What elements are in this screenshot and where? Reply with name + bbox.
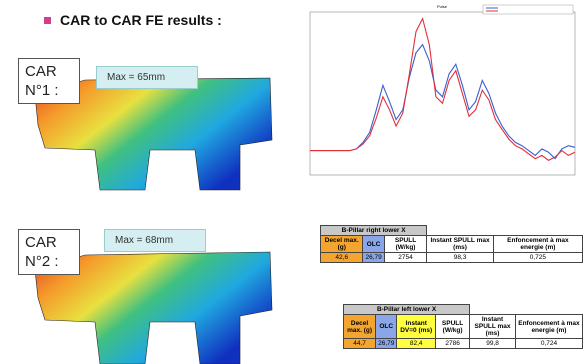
hd: OLC bbox=[376, 315, 397, 339]
hd: SPULL (W/kg) bbox=[436, 315, 470, 339]
hd: Enfoncement à max energie (m) bbox=[515, 315, 582, 339]
max-label: Max = 68mm bbox=[104, 229, 206, 252]
ttl: B-Pillar left lower X bbox=[344, 305, 470, 315]
cell: 0,724 bbox=[515, 339, 582, 349]
car-label: CAR N°2 : bbox=[18, 229, 80, 275]
max-label: Max = 65mm bbox=[96, 66, 198, 89]
cell: 44,7 bbox=[344, 339, 376, 349]
cell: 2754 bbox=[384, 253, 427, 263]
hd: OLC bbox=[363, 236, 384, 253]
ttl: B-Pillar right lower X bbox=[321, 226, 427, 236]
cell: 26,79 bbox=[376, 339, 397, 349]
fe-images bbox=[0, 0, 300, 364]
hd: Instant SPULL max (ms) bbox=[427, 236, 494, 253]
hd: Instant DV=0 (ms) bbox=[397, 315, 436, 339]
chart: Pulse bbox=[298, 2, 583, 190]
hd: Enfoncement à max energie (m) bbox=[493, 236, 582, 253]
hd: Decel max. (g) bbox=[344, 315, 376, 339]
cell: 98,3 bbox=[427, 253, 494, 263]
cell: 0,725 bbox=[493, 253, 582, 263]
hd: SPULL (W/kg) bbox=[384, 236, 427, 253]
row: B-Pillar left lower X bbox=[344, 305, 583, 315]
row: B-Pillar right lower X bbox=[321, 226, 583, 236]
cell: 42,6 bbox=[321, 253, 363, 263]
cell: 2786 bbox=[436, 339, 470, 349]
cell: 82,4 bbox=[397, 339, 436, 349]
cell: 99,8 bbox=[470, 339, 516, 349]
slide: {"header": {"title": "CAR to CAR FE resu… bbox=[0, 0, 583, 364]
hd: Instant SPULL max (ms) bbox=[470, 315, 516, 339]
car-label: CAR N°1 : bbox=[18, 58, 80, 104]
hd: Decel max. (g) bbox=[321, 236, 363, 253]
cell: 26,79 bbox=[363, 253, 384, 263]
chart-title: Pulse bbox=[437, 4, 448, 9]
legend bbox=[483, 5, 573, 14]
